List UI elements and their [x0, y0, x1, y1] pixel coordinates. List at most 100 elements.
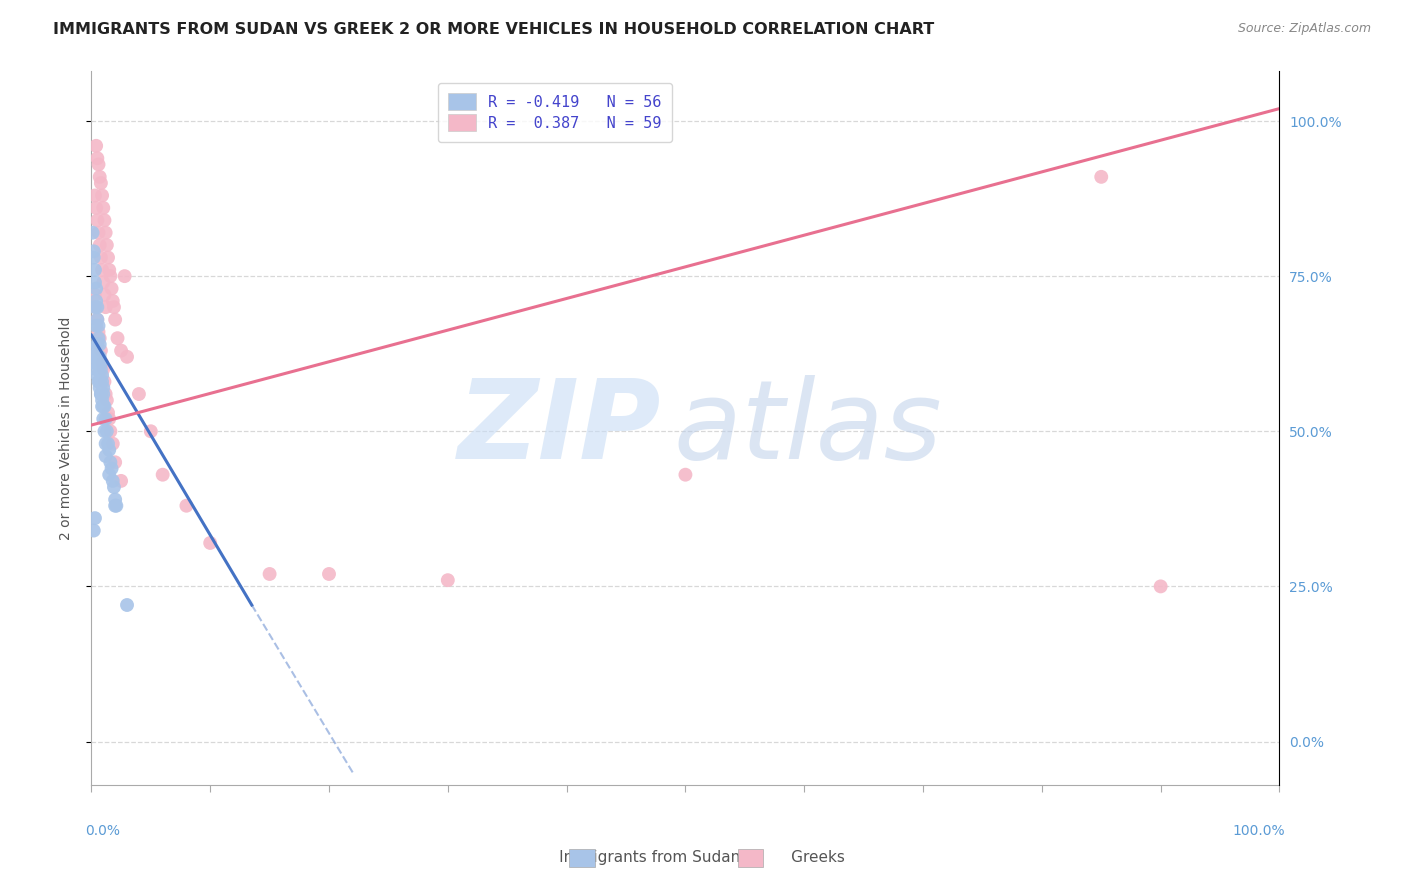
Point [97, 251, 120, 265]
Point [1090, 169, 1112, 184]
Point [90, 343, 112, 358]
Point [110, 343, 132, 358]
Point [91, 263, 114, 277]
Point [94, 387, 117, 401]
Point [84, 287, 107, 301]
Point [104, 455, 127, 469]
Point [128, 387, 150, 401]
Point [93, 287, 115, 301]
Point [87, 157, 110, 171]
Point [115, 598, 138, 612]
Point [115, 350, 138, 364]
Point [91, 201, 114, 215]
Point [83, 524, 105, 538]
Point [259, 566, 281, 581]
Point [82, 226, 104, 240]
Point [100, 455, 122, 469]
Text: IMMIGRANTS FROM SUDAN VS GREEK 2 OR MORE VEHICLES IN HOUSEHOLD CORRELATION CHART: IMMIGRANTS FROM SUDAN VS GREEK 2 OR MORE… [53, 22, 935, 37]
Point [94, 436, 117, 450]
Point [93, 400, 115, 414]
Point [84, 201, 107, 215]
Point [91, 381, 114, 395]
Point [86, 337, 108, 351]
Point [176, 499, 198, 513]
Point [89, 238, 111, 252]
Point [93, 213, 115, 227]
Point [87, 325, 110, 339]
Point [101, 293, 124, 308]
Legend: R = -0.419   N = 56, R =  0.387   N = 59: R = -0.419 N = 56, R = 0.387 N = 59 [437, 83, 672, 142]
Point [91, 400, 114, 414]
Point [82, 343, 104, 358]
Point [100, 461, 122, 475]
Point [84, 263, 107, 277]
Point [104, 492, 127, 507]
Point [98, 467, 121, 482]
Point [98, 263, 121, 277]
Point [104, 499, 127, 513]
Point [84, 318, 107, 333]
Text: 0.0%: 0.0% [86, 824, 121, 838]
Point [98, 412, 121, 426]
Point [89, 331, 111, 345]
Point [436, 573, 458, 587]
Point [91, 412, 114, 426]
Point [87, 331, 110, 345]
Point [101, 474, 124, 488]
Point [84, 281, 107, 295]
Point [200, 536, 222, 550]
Point [97, 406, 120, 420]
Point [94, 300, 117, 314]
Point [84, 138, 107, 153]
Point [93, 375, 115, 389]
Point [84, 276, 107, 290]
Point [96, 424, 118, 438]
Point [107, 331, 129, 345]
Point [90, 387, 112, 401]
Point [87, 226, 110, 240]
Point [84, 188, 107, 202]
Point [83, 244, 105, 259]
Text: ZIP: ZIP [458, 375, 662, 482]
Point [100, 424, 122, 438]
Point [86, 213, 108, 227]
Point [89, 375, 111, 389]
Point [98, 442, 121, 457]
Point [84, 300, 107, 314]
Point [114, 269, 136, 284]
Point [110, 474, 132, 488]
Point [152, 467, 174, 482]
Point [100, 269, 122, 284]
Point [318, 566, 340, 581]
Point [94, 412, 117, 426]
Point [139, 424, 162, 438]
Point [87, 375, 110, 389]
Text: Greeks: Greeks [758, 850, 845, 865]
Point [86, 312, 108, 326]
Point [91, 362, 114, 376]
Point [96, 238, 118, 252]
Y-axis label: 2 or more Vehicles in Household: 2 or more Vehicles in Household [59, 317, 73, 540]
Point [90, 356, 112, 370]
Point [1149, 579, 1171, 593]
Point [101, 436, 124, 450]
Point [87, 356, 110, 370]
Point [91, 387, 114, 401]
Point [673, 467, 696, 482]
Point [103, 480, 125, 494]
Point [91, 188, 114, 202]
Text: Immigrants from Sudan: Immigrants from Sudan [524, 850, 741, 865]
Point [94, 449, 117, 463]
Point [84, 362, 107, 376]
Point [104, 312, 127, 326]
Point [94, 226, 117, 240]
Point [84, 356, 107, 370]
Point [93, 424, 115, 438]
Point [86, 368, 108, 383]
Point [100, 281, 122, 295]
Point [83, 251, 105, 265]
Point [90, 362, 112, 376]
Point [103, 300, 125, 314]
Point [91, 276, 114, 290]
Point [89, 169, 111, 184]
